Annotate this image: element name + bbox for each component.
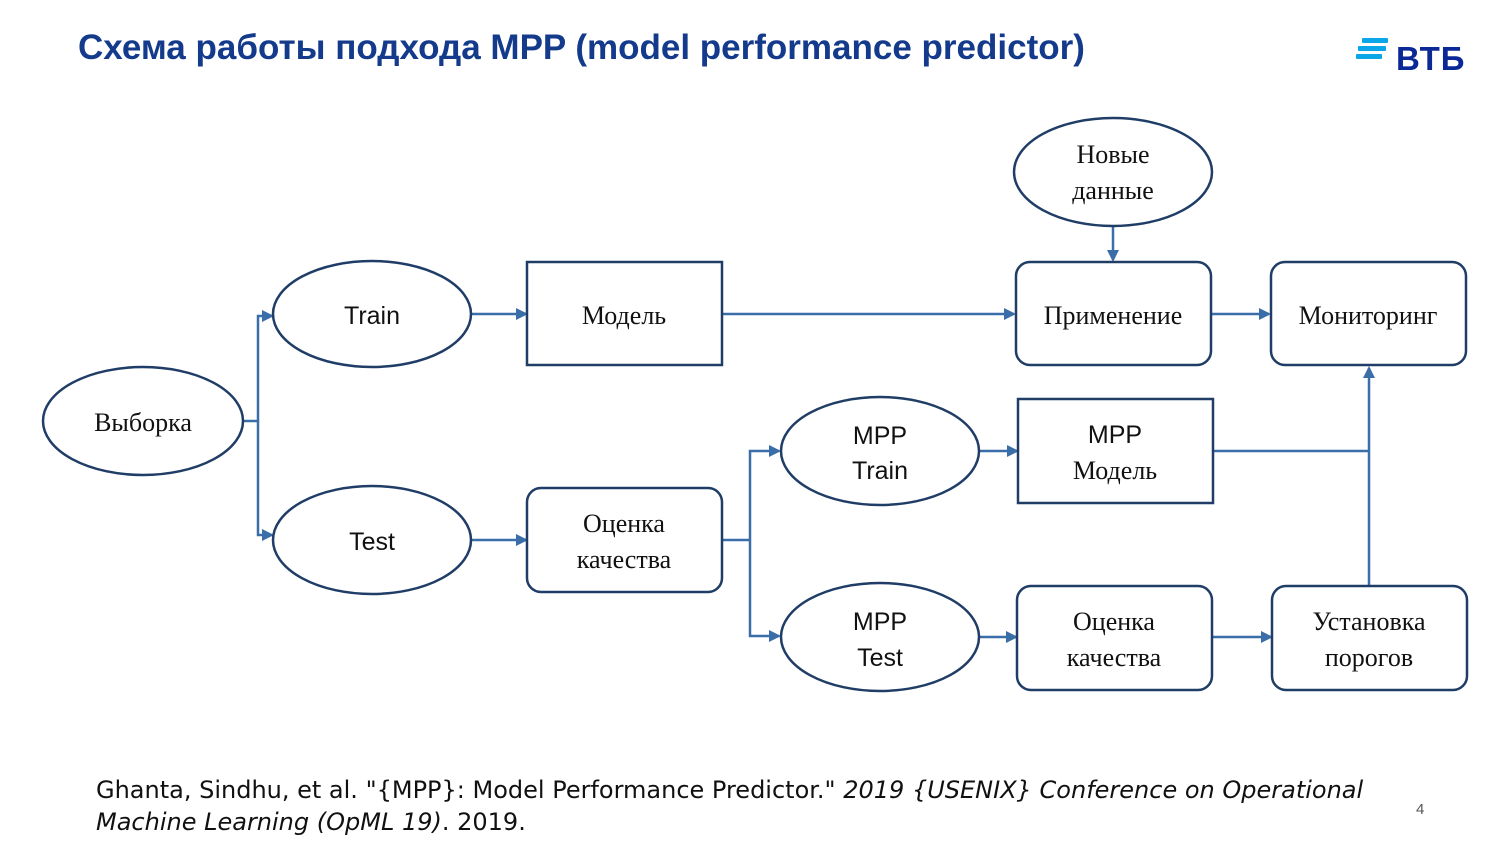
apply-label: Применение [1044,301,1183,330]
edge-quality-to-mpptest [748,540,781,642]
node-mpp-train [779,395,981,507]
citation: Ghanta, Sindhu, et al. "{MPP}: Model Per… [96,774,1396,838]
edge-sample-to-test [256,421,274,541]
thresholds-label-line2: порогов [1325,643,1413,672]
node-mpp-test [779,581,981,693]
mpp-test-label-line1: MPP [853,608,907,636]
node-new-data [1012,116,1214,228]
mpp-train-label-line1: MPP [853,422,907,450]
monitoring-label: Мониторинг [1299,301,1438,330]
vtb-logo: ВТБ [1356,36,1476,82]
node-thresholds [1270,584,1469,692]
train-label: Train [344,302,400,330]
quality-eval-label-line2: качества [577,545,672,574]
page-number: 4 [1416,801,1425,818]
mpp-quality-eval-label-line2: качества [1067,643,1162,672]
quality-eval-label-line1: Оценка [583,509,665,538]
new-data-label-line2: данные [1072,176,1154,205]
mpp-quality-eval-label-line1: Оценка [1073,607,1155,636]
citation-authors: Ghanta, Sindhu, et al. "{MPP}: Model Per… [96,776,844,804]
node-quality-eval [525,486,724,594]
node-model [525,260,724,367]
mpp-train-label-line2: Train [852,457,908,485]
logo-stripe [1362,38,1388,43]
logo-stripe [1356,54,1382,59]
node-monitoring [1269,260,1468,367]
test-label: Test [349,528,395,556]
mpp-model-label-line1: MPP [1088,421,1142,449]
mpp-model-label-line2: Модель [1073,456,1157,485]
slide-title: Схема работы подхода MPP (model performa… [78,28,1085,67]
new-data-label-line1: Новые [1076,140,1149,169]
edges [243,227,1375,643]
node-sample [41,365,245,477]
logo-stripe [1358,46,1386,51]
citation-year: . 2019. [441,808,526,836]
node-mpp-quality-eval [1015,584,1214,692]
edge-sample-to-train [256,310,274,421]
thresholds-label-line1: Установка [1312,607,1425,636]
mpp-test-label-line2: Test [857,644,903,672]
node-test [271,484,473,596]
node-mpp-model [1016,397,1215,505]
logo-text: ВТБ [1396,40,1466,77]
node-train [271,259,473,369]
model-label: Модель [582,301,666,330]
node-apply [1014,260,1213,367]
citation-venue: 2019 {USENIX} Conference on Operational … [96,776,1364,836]
edge-quality-to-mpptrain [748,445,781,540]
sample-label: Выборка [94,408,192,437]
